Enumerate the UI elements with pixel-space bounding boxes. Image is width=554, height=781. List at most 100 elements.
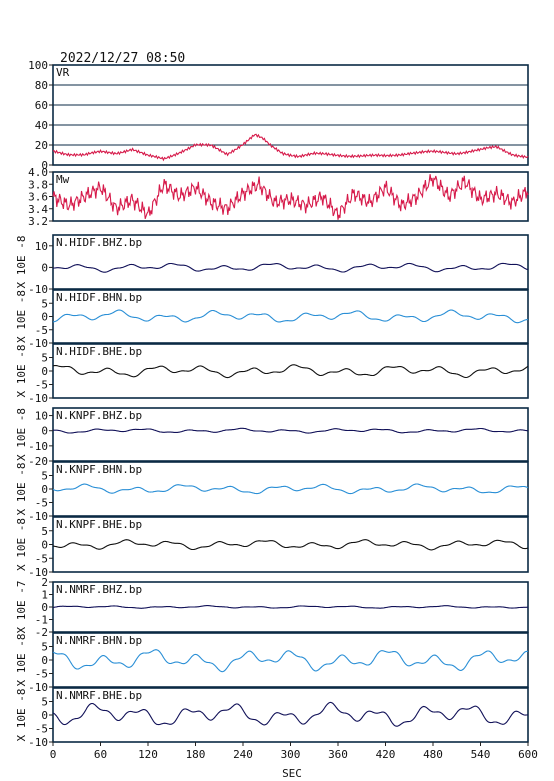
series-line [53, 309, 529, 324]
x-tick-label: 360 [328, 748, 348, 761]
y-tick-label: -10 [28, 337, 48, 350]
y-tick-label: 0 [41, 425, 48, 438]
y-tick-label: 0 [41, 601, 48, 614]
panel-4: 50-5-10 N.HIDF.BHN.bp X 10E -8 [15, 289, 529, 350]
series-line [52, 364, 529, 379]
series-line [52, 605, 528, 609]
y-axis-unit-label: X 10E -8 [15, 518, 28, 571]
y-tick-label: 0 [41, 311, 48, 324]
panel-frame [52, 234, 529, 290]
y-tick-label: 2 [41, 576, 48, 589]
panel-10: 50-5-10 N.NMRF.BHN.bp X 10E -8 [15, 632, 529, 694]
y-axis-unit-label: X 10E -8 [15, 689, 28, 742]
y-tick-label: 0 [41, 709, 48, 722]
y-tick-label: 0 [41, 539, 48, 552]
x-tick-label: 600 [518, 748, 538, 761]
y-axis-unit-label: X 10E -8 [15, 463, 28, 516]
y-tick-label: -5 [35, 379, 48, 392]
y-tick-label: -10 [28, 566, 48, 579]
y-axis-unit-label: X 10E -8 [15, 408, 28, 461]
y-tick-label: 5 [41, 696, 48, 709]
panel-title: N.HIDF.BHE.bp [56, 345, 142, 358]
y-tick-label: 3.8 [28, 178, 48, 191]
panel-title: N.KNPF.BHN.bp [56, 463, 142, 476]
panel-title: N.NMRF.BHE.bp [56, 689, 142, 702]
panel-3: 10 0 -10 N.HIDF.BHZ.bp X 10E -8 [15, 234, 529, 296]
y-tick-label: -10 [28, 736, 48, 749]
series-line [52, 649, 529, 673]
y-tick-label: -2 [35, 626, 48, 639]
panel-6: 10 0 -10 -20 N.KNPF.BHZ.bp X 10E -8 [15, 407, 529, 468]
x-tick-label: 0 [50, 748, 57, 761]
y-tick-label: 0 [41, 365, 48, 378]
series-line [52, 539, 529, 551]
panel-11: 50-5-10 N.NMRF.BHE.bp X 10E -8 [15, 687, 529, 749]
panel-title: N.NMRF.BHN.bp [56, 634, 142, 647]
y-tick-label: -10 [28, 510, 48, 523]
series-line [52, 174, 529, 220]
x-tick-label: 420 [376, 748, 396, 761]
y-tick-label: 3.2 [28, 215, 48, 228]
y-tick-label: 0 [41, 483, 48, 496]
y-axis-unit-label: X 10E -8 [15, 290, 28, 343]
y-tick-label: -10 [28, 681, 48, 694]
panels-group: 100806040200VR4.03.83.63.43.2Mw100-10N.H… [15, 59, 529, 749]
x-tick-label: 180 [186, 748, 206, 761]
x-tick-label: 300 [281, 748, 301, 761]
y-tick-label: -10 [28, 392, 48, 405]
y-tick-label: 60 [35, 99, 48, 112]
panel-title: N.HIDF.BHN.bp [56, 291, 142, 304]
y-tick-label: 3.4 [28, 203, 48, 216]
panel-frame [52, 64, 529, 166]
panel-title: Mw [56, 173, 70, 186]
y-axis-unit-label: X 10E -8 [15, 236, 28, 289]
x-tick-label: 540 [471, 748, 491, 761]
panel-title: N.NMRF.BHZ.bp [56, 583, 142, 596]
x-tick-label: 60 [94, 748, 107, 761]
y-axis-unit-label: X 10E -8 [15, 345, 28, 398]
y-tick-label: -5 [35, 324, 48, 337]
y-tick-label: -1 [35, 614, 48, 627]
panel-title: VR [56, 66, 70, 79]
y-axis-unit-label: X 10E -8 [15, 634, 28, 687]
x-axis: 0 60 120 180 240 300 360 420 480 540 600 [50, 742, 538, 761]
panel-frame [52, 407, 529, 462]
y-tick-label: 4.0 [28, 166, 48, 179]
y-tick-label: 40 [35, 119, 48, 132]
y-tick-label: 10 [35, 410, 48, 423]
y-tick-label: -5 [35, 552, 48, 565]
y-tick-label: 3.6 [28, 191, 48, 204]
y-axis-unit-label: X 10E -7 [15, 581, 28, 634]
y-tick-label: -20 [28, 455, 48, 468]
panel-8: 50-5-10 N.KNPF.BHE.bp X 10E -8 [15, 516, 529, 579]
panel-5: 50-5-10 N.HIDF.BHE.bp X 10E -8 [15, 343, 529, 405]
panel-1: 100 80 60 40 20 0 VR [28, 59, 529, 172]
series-line [52, 133, 529, 162]
series-line [52, 701, 529, 727]
x-axis-label: SEC [282, 767, 302, 780]
panel-title: N.KNPF.BHE.bp [56, 518, 142, 531]
y-tick-label: 0 [41, 654, 48, 667]
x-tick-label: 120 [138, 748, 158, 761]
y-tick-label: 80 [35, 79, 48, 92]
y-tick-label: -5 [35, 723, 48, 736]
series-line [53, 262, 529, 273]
y-tick-label: 20 [35, 139, 48, 152]
y-tick-label: 0 [41, 261, 48, 274]
panel-title: N.HIDF.BHZ.bp [56, 236, 142, 249]
x-tick-label: 240 [233, 748, 253, 761]
y-tick-label: 0 [41, 159, 48, 172]
x-tick-label: 480 [423, 748, 443, 761]
y-tick-label: 10 [35, 240, 48, 253]
y-tick-label: 1 [41, 589, 48, 602]
series-line [52, 427, 529, 434]
panel-title: N.KNPF.BHZ.bp [56, 409, 142, 422]
panel-7: 50-5-10 N.KNPF.BHN.bp X 10E -8 [15, 461, 529, 523]
series-line [52, 483, 529, 495]
y-tick-label: 5 [41, 352, 48, 365]
y-tick-label: 5 [41, 641, 48, 654]
y-tick-label: 5 [41, 470, 48, 483]
panel-frame [52, 171, 529, 222]
